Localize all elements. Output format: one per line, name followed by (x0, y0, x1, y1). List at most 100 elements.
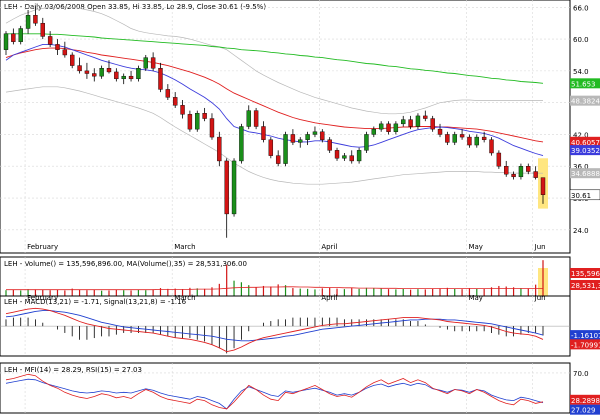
candle-body-down (540, 177, 546, 195)
price-chart-title: LEH - Daily 03/06/2008 Open 33.85, Hi 33… (4, 3, 266, 11)
candle (349, 150, 354, 164)
candle (150, 52, 156, 71)
price-y-tick-label: 60.0 (573, 36, 589, 44)
candle (180, 100, 185, 119)
price-y-tick-label: 36.0 (573, 163, 589, 171)
mfi-rsi-panel: LEH - MFI(14) = 28.29, RSI(15) = 27.03 7… (0, 362, 600, 415)
candle-body-up (195, 113, 200, 130)
candle (55, 39, 60, 55)
price-value-tag: 30.61 (571, 192, 591, 200)
candle (290, 129, 296, 146)
mfi-line (5, 373, 544, 410)
candle-body-down (33, 15, 38, 24)
candle-body-up (143, 57, 148, 69)
candle-body-down (150, 57, 156, 69)
candle (305, 131, 310, 146)
candle (298, 137, 303, 148)
candle (283, 131, 288, 167)
candle (386, 121, 391, 135)
price-panel: LEH - Daily 03/06/2008 Open 33.85, Hi 33… (0, 0, 600, 254)
sma-slow-line (6, 33, 544, 84)
candle-body-down (334, 150, 340, 159)
price-value-tag-bg (570, 78, 600, 89)
candle-body-down (445, 134, 450, 143)
candle-body-up (371, 128, 377, 135)
macd-signal-line (5, 310, 544, 342)
candle-body-down (320, 131, 325, 140)
candle (320, 129, 325, 143)
candle-body-down (437, 128, 443, 135)
candle-body-down (55, 44, 60, 50)
month-label-jun: Jun (534, 243, 546, 251)
price-y-tick-label: 24.0 (573, 227, 589, 235)
macd-month-label-may: May (468, 294, 482, 302)
candle-body-up (415, 115, 421, 127)
candle (40, 17, 45, 40)
candle-body-down (11, 33, 16, 42)
price-value-tag-bg (570, 136, 600, 147)
candle (275, 150, 281, 167)
candle-body-down (496, 152, 502, 167)
candle-body-up (283, 134, 288, 164)
candle (496, 150, 502, 169)
price-value-tag: 48.3824 (571, 98, 600, 106)
bollinger-upper-line (5, 6, 544, 115)
macd-signal-value-tag: -1.16107 (571, 332, 600, 340)
macd-month-label-february: February (27, 294, 58, 302)
candle (47, 31, 53, 48)
candle (172, 92, 178, 108)
bollinger-lower-line (5, 86, 544, 185)
candle-body-up (452, 134, 457, 143)
candle (415, 113, 421, 130)
candle-body-down (533, 171, 538, 178)
price-y-tick-label: 42.0 (573, 131, 589, 139)
candle-body-up (364, 134, 369, 151)
rsi-value-tag: 27.029 (571, 407, 596, 415)
candle-body-up (136, 68, 141, 80)
macd-chart-title: LEH - MACD(13,21) = -1.71, Signal(13,21,… (4, 298, 187, 306)
candle (106, 60, 112, 74)
candle-body-up (305, 134, 310, 140)
candle-body-down (408, 119, 413, 127)
candle-body-down (202, 113, 207, 119)
candle-body-up (3, 33, 9, 50)
candle (437, 123, 443, 138)
candle-body-up (121, 75, 126, 80)
candle-body-up (246, 110, 251, 127)
candle (143, 54, 148, 71)
price-value-tag: 40.6057 (571, 139, 600, 147)
price-y-tick-label: 66.0 (573, 4, 589, 12)
price-value-tag: 39.0352 (571, 147, 600, 155)
candle (92, 68, 97, 82)
candle (114, 68, 119, 82)
candle-body-down (349, 155, 354, 162)
candle-body-down (504, 166, 509, 175)
candle (231, 158, 237, 217)
macd-panel: LEH - MACD(13,21) = -1.71, Signal(13,21,… (0, 294, 600, 357)
candle (224, 158, 229, 238)
candle (511, 171, 516, 180)
candle-body-down (187, 114, 193, 130)
volume-chart-title: LEH - Volume() = 135,596,896.00, MA(Volu… (4, 260, 247, 268)
candle-body-up (298, 139, 303, 143)
candle-body-down (165, 89, 171, 98)
candle (3, 31, 9, 55)
candle-body-down (275, 155, 281, 164)
candle (253, 107, 259, 130)
candle-body-down (430, 118, 435, 130)
volume-ma-line (6, 286, 544, 291)
price-panel-frame (0, 0, 571, 254)
candle-body-down (224, 160, 229, 215)
candle (239, 123, 244, 164)
candle-body-up (356, 150, 362, 162)
rsi-value-tag-bg (570, 404, 600, 415)
candle-body-up (18, 28, 23, 42)
price-value-tag: 51.653 (571, 80, 596, 88)
candle (33, 6, 38, 26)
volume-panel: LEH - Volume() = 135,596,896.00, MA(Volu… (0, 256, 600, 298)
candle-body-down (92, 73, 97, 77)
mfi-rsi-chart-title: LEH - MFI(14) = 28.29, RSI(15) = 27.03 (4, 366, 142, 374)
candle (268, 137, 274, 159)
candle-body-up (99, 68, 104, 77)
candle-body-down (290, 134, 296, 143)
